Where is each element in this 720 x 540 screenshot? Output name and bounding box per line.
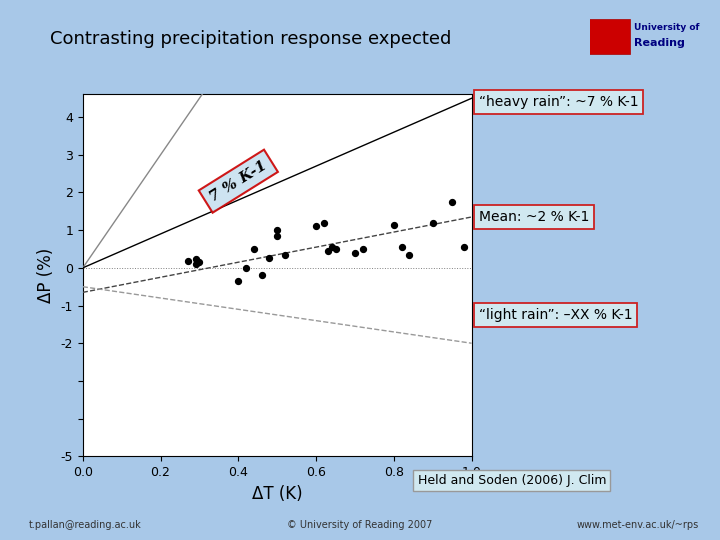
Point — [446, 198, 458, 206]
Point — [182, 256, 194, 265]
Point — [271, 232, 283, 240]
Point — [264, 254, 275, 263]
FancyBboxPatch shape — [588, 19, 629, 54]
Point — [349, 248, 361, 257]
Text: Contrasting precipitation response expected: Contrasting precipitation response expec… — [50, 30, 451, 48]
Point — [427, 218, 438, 227]
Point — [194, 258, 205, 267]
Point — [404, 251, 415, 259]
Point — [256, 271, 267, 280]
Text: “light rain”: –XX % K-1: “light rain”: –XX % K-1 — [479, 308, 632, 322]
Y-axis label: ΔP (%): ΔP (%) — [37, 248, 55, 303]
Point — [248, 245, 260, 253]
Point — [322, 247, 333, 255]
Point — [190, 255, 202, 264]
Point — [310, 222, 322, 231]
Point — [233, 276, 244, 285]
Point — [357, 245, 369, 253]
Point — [326, 243, 338, 252]
Point — [458, 243, 469, 252]
Point — [279, 251, 291, 259]
Text: University of: University of — [634, 23, 700, 31]
Text: © University of Reading 2007: © University of Reading 2007 — [287, 520, 433, 530]
Text: www.met-env.ac.uk/~rps: www.met-env.ac.uk/~rps — [576, 520, 698, 530]
Text: Reading: Reading — [634, 38, 685, 48]
Point — [388, 220, 400, 229]
Point — [271, 226, 283, 234]
Text: Mean: ~2 % K-1: Mean: ~2 % K-1 — [479, 210, 589, 224]
Text: Held and Soden (2006) J. Clim: Held and Soden (2006) J. Clim — [418, 474, 606, 487]
Point — [190, 260, 202, 268]
Point — [240, 264, 252, 272]
Point — [318, 218, 330, 227]
Point — [396, 243, 408, 252]
Point — [330, 245, 341, 253]
Text: “heavy rain”: ~7 % K-1: “heavy rain”: ~7 % K-1 — [479, 95, 639, 109]
X-axis label: ΔT (K): ΔT (K) — [252, 484, 302, 503]
Text: t.pallan@reading.ac.uk: t.pallan@reading.ac.uk — [29, 520, 142, 530]
Text: 7 % K-1: 7 % K-1 — [207, 158, 269, 204]
